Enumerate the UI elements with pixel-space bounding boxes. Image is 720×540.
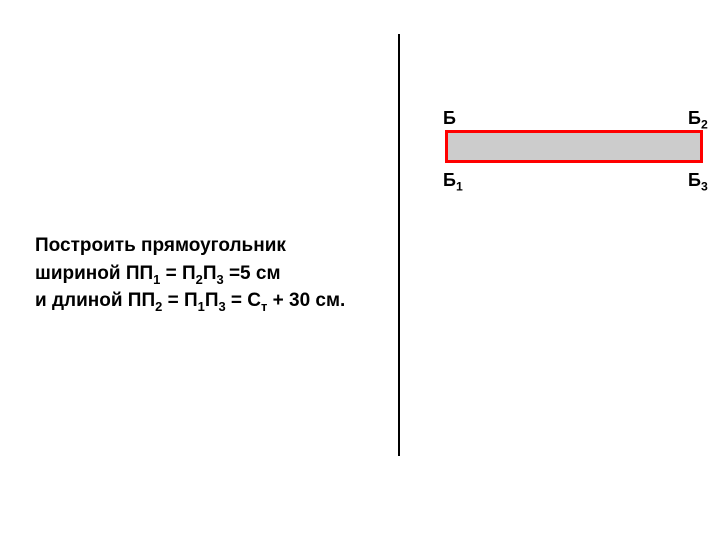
- instruction-line-3: и длиной ПП2 = П1П3 = Ст + 30 см.: [35, 287, 345, 315]
- label-B1: Б1: [443, 170, 463, 191]
- vertical-divider: [398, 34, 400, 456]
- label-B2: Б2: [688, 108, 708, 129]
- instruction-text: Построить прямоугольник шириной ПП1 = П2…: [35, 232, 345, 315]
- instruction-line-2: шириной ПП1 = П2П3 =5 см: [35, 260, 345, 288]
- label-B3: Б3: [688, 170, 708, 191]
- label-B: Б: [443, 108, 456, 129]
- instruction-line-1: Построить прямоугольник: [35, 232, 345, 260]
- diagram-rectangle: [445, 130, 703, 163]
